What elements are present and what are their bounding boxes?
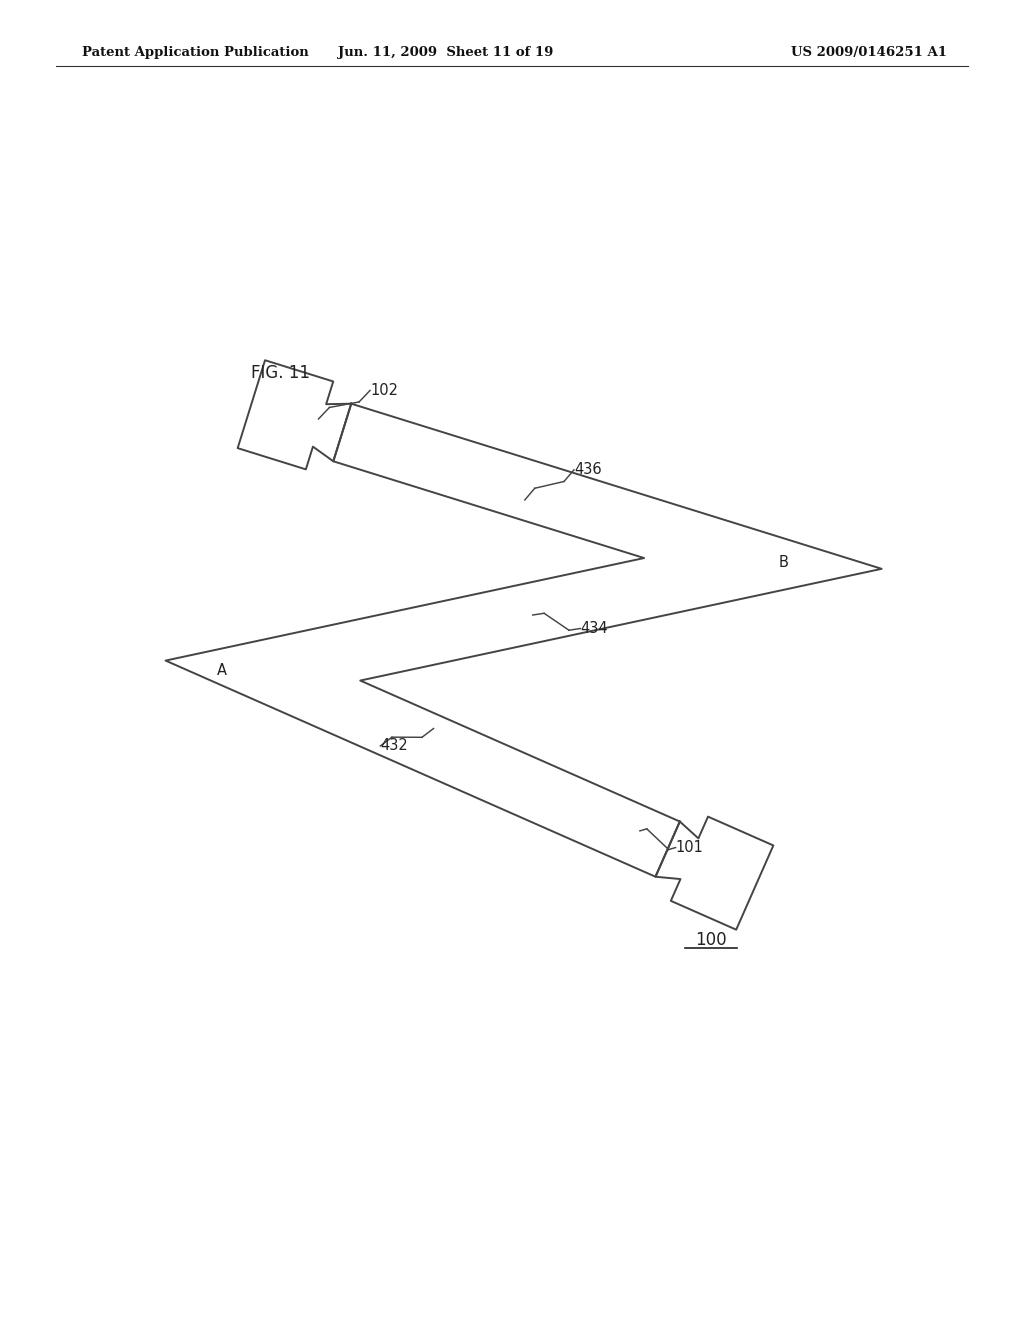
Text: 101: 101: [676, 840, 703, 855]
Text: 436: 436: [574, 462, 602, 478]
Text: Patent Application Publication: Patent Application Publication: [82, 46, 308, 59]
Text: 434: 434: [581, 620, 608, 636]
Text: US 2009/0146251 A1: US 2009/0146251 A1: [792, 46, 947, 59]
Text: Jun. 11, 2009  Sheet 11 of 19: Jun. 11, 2009 Sheet 11 of 19: [338, 46, 553, 59]
Text: FIG. 11: FIG. 11: [251, 364, 310, 381]
Text: A: A: [217, 663, 227, 678]
Text: B: B: [778, 556, 788, 570]
Text: 432: 432: [380, 738, 409, 754]
Text: 102: 102: [370, 383, 398, 397]
Text: 100: 100: [695, 932, 727, 949]
